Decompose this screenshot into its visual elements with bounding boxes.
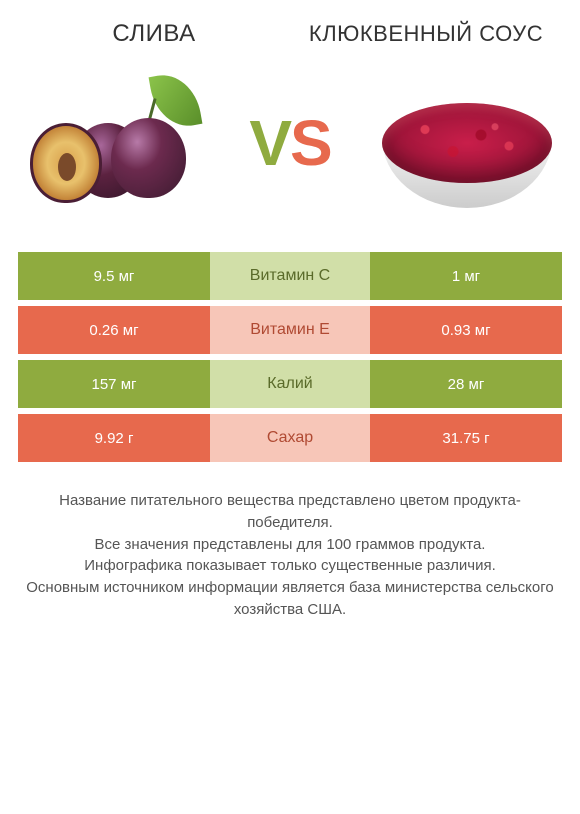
vs-badge: VS bbox=[249, 106, 330, 180]
vs-v: V bbox=[249, 107, 290, 179]
value-left: 9.92 г bbox=[18, 414, 210, 462]
food-image-right bbox=[372, 63, 562, 223]
nutrient-label: Сахар bbox=[210, 414, 370, 462]
nutrient-label: Витамин C bbox=[210, 252, 370, 300]
nutrient-label: Витамин E bbox=[210, 306, 370, 354]
header: СЛИВА КЛЮКВЕННЫЙ СОУС bbox=[18, 20, 562, 48]
table-row: 9.5 мгВитамин C1 мг bbox=[18, 252, 562, 300]
vs-s: S bbox=[290, 107, 331, 179]
footer-text: Название питательного вещества представл… bbox=[18, 490, 562, 621]
value-left: 157 мг bbox=[18, 360, 210, 408]
food-image-left bbox=[18, 63, 208, 223]
footer-line: Все значения представлены для 100 граммо… bbox=[24, 534, 556, 556]
footer-line: Инфографика показывает только существенн… bbox=[24, 555, 556, 577]
plum-pit-icon bbox=[58, 153, 76, 181]
plum-icon bbox=[111, 118, 186, 198]
value-right: 1 мг bbox=[370, 252, 562, 300]
table-row: 9.92 гСахар31.75 г bbox=[18, 414, 562, 462]
title-right: КЛЮКВЕННЫЙ СОУС bbox=[290, 21, 562, 47]
value-right: 31.75 г bbox=[370, 414, 562, 462]
title-left: СЛИВА bbox=[18, 20, 290, 48]
value-left: 0.26 мг bbox=[18, 306, 210, 354]
comparison-table: 9.5 мгВитамин C1 мг 0.26 мгВитамин E0.93 … bbox=[18, 252, 562, 462]
footer-line: Название питательного вещества представл… bbox=[24, 490, 556, 534]
value-right: 28 мг bbox=[370, 360, 562, 408]
sauce-texture-icon bbox=[397, 113, 537, 168]
vs-row: VS bbox=[18, 58, 562, 228]
footer-line: Основным источником информации является … bbox=[24, 577, 556, 621]
value-right: 0.93 мг bbox=[370, 306, 562, 354]
nutrient-label: Калий bbox=[210, 360, 370, 408]
value-left: 9.5 мг bbox=[18, 252, 210, 300]
table-row: 157 мгКалий28 мг bbox=[18, 360, 562, 408]
table-row: 0.26 мгВитамин E0.93 мг bbox=[18, 306, 562, 354]
